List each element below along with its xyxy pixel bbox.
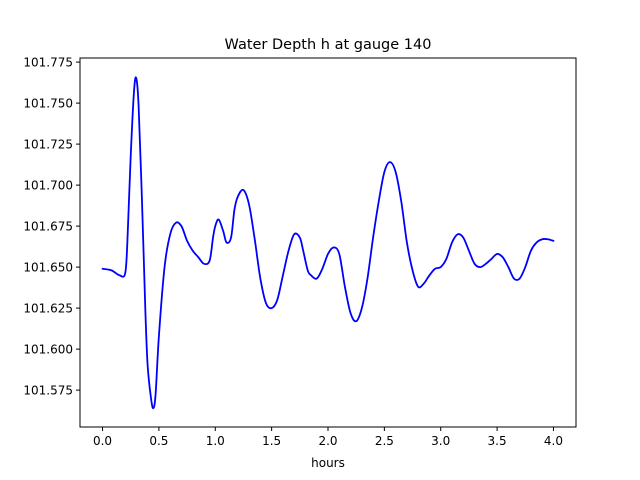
y-tick-label: 101.750 — [23, 97, 73, 111]
series-layer — [101, 76, 555, 410]
x-axis: 0.0 0.5 1.0 1.5 2.0 2.5 3.0 3.5 4.0 — [93, 427, 563, 448]
x-tick-label: 2.5 — [375, 434, 394, 448]
x-tick-label: 1.0 — [206, 434, 225, 448]
x-tick-label: 0.5 — [149, 434, 168, 448]
x-tick-label: 1.5 — [262, 434, 281, 448]
y-tick-label: 101.575 — [23, 384, 73, 398]
x-tick-label: 0.0 — [93, 434, 112, 448]
y-tick-label: 101.600 — [23, 343, 73, 357]
x-tick-label: 3.0 — [431, 434, 450, 448]
plot-area-frame — [79, 57, 577, 428]
plot-area-background — [80, 58, 576, 427]
y-axis: 101.575 101.600 101.625 101.650 101.675 101.7… — [23, 56, 80, 398]
y-tick-label: 101.650 — [23, 261, 73, 275]
y-tick-label: 101.700 — [23, 179, 73, 193]
y-tick-label: 101.725 — [23, 138, 73, 152]
x-tick-label: 2.0 — [318, 434, 337, 448]
chart-title: Water Depth h at gauge 140 — [225, 37, 432, 53]
x-tick-label: 4.0 — [544, 434, 563, 448]
y-tick-label: 101.675 — [23, 220, 73, 234]
x-tick-label: 3.5 — [488, 434, 507, 448]
series-line-0 — [101, 76, 555, 410]
x-axis-label: hours — [311, 456, 345, 470]
y-tick-label: 101.625 — [23, 302, 73, 316]
y-tick-label: 101.775 — [23, 56, 73, 70]
